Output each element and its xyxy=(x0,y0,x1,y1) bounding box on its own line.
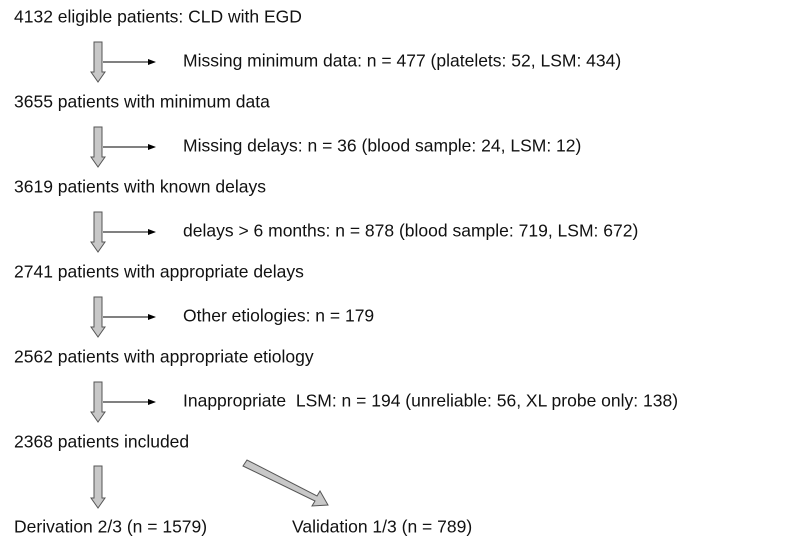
exclusion-label: Other etiologies: n = 179 xyxy=(183,306,374,326)
step-label: 4132 eligible patients: CLD with EGD xyxy=(14,7,302,27)
block-arrow xyxy=(90,465,106,509)
outcome-label: Derivation 2/3 (n = 1579) xyxy=(14,517,207,537)
block-arrow xyxy=(90,41,106,83)
exclusion-label: Missing delays: n = 36 (blood sample: 24… xyxy=(183,136,581,156)
exclusion-label: Inappropriate LSM: n = 194 (unreliable: … xyxy=(183,391,678,411)
step-label: 2368 patients included xyxy=(14,432,189,452)
outcome-label: Validation 1/3 (n = 789) xyxy=(292,517,472,537)
step-label: 3655 patients with minimum data xyxy=(14,92,270,112)
block-arrow xyxy=(90,211,106,253)
exclusion-label: Missing minimum data: n = 477 (platelets… xyxy=(183,51,621,71)
step-label: 2741 patients with appropriate delays xyxy=(14,262,304,282)
block-arrow xyxy=(90,381,106,423)
exclusion-label: delays > 6 months: n = 878 (blood sample… xyxy=(183,221,638,241)
step-label: 3619 patients with known delays xyxy=(14,177,266,197)
block-arrow xyxy=(242,459,329,507)
block-arrow xyxy=(90,296,106,338)
step-label: 2562 patients with appropriate etiology xyxy=(14,347,314,367)
block-arrow xyxy=(90,126,106,168)
